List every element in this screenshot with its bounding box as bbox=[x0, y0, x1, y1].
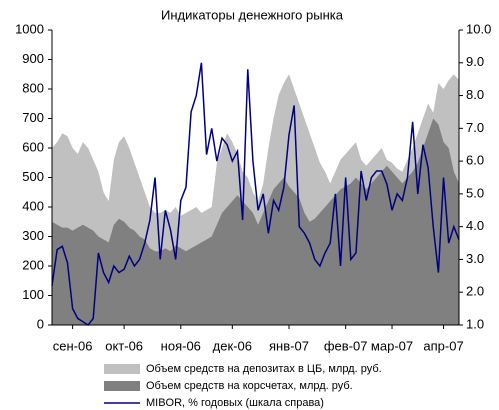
y-tick-label: 700 bbox=[22, 110, 44, 125]
y-tick-label: 300 bbox=[22, 228, 44, 243]
y-tick-label: 1000 bbox=[15, 21, 44, 36]
chart-title: Индикаторы денежного рынка bbox=[161, 7, 344, 22]
y-tick-label: 0 bbox=[37, 316, 44, 331]
y2-tick-label: 4.0 bbox=[466, 218, 484, 233]
x-tick-label: янв-07 bbox=[269, 338, 309, 353]
legend-swatch bbox=[104, 364, 140, 374]
x-tick-label: фев-07 bbox=[324, 338, 368, 353]
y2-tick-label: 1.0 bbox=[466, 316, 484, 331]
legend-label: Объем средств на корсчетах, млрд. руб. bbox=[146, 380, 353, 392]
y2-tick-label: 8.0 bbox=[466, 87, 484, 102]
y2-tick-label: 5.0 bbox=[466, 185, 484, 200]
y-tick-label: 500 bbox=[22, 169, 44, 184]
legend-label: Объем средств на депозитах в ЦБ, млрд. р… bbox=[146, 363, 382, 375]
x-tick-label: сен-06 bbox=[53, 338, 93, 353]
y-tick-label: 800 bbox=[22, 80, 44, 95]
x-tick-label: апр-07 bbox=[423, 338, 463, 353]
y2-tick-label: 3.0 bbox=[466, 251, 484, 266]
y-tick-label: 400 bbox=[22, 198, 44, 213]
y2-tick-label: 7.0 bbox=[466, 120, 484, 135]
x-tick-label: окт-06 bbox=[105, 338, 143, 353]
x-tick-label: мар-07 bbox=[371, 338, 413, 353]
area bbox=[52, 118, 459, 325]
y2-tick-label: 6.0 bbox=[466, 153, 484, 168]
legend-swatch bbox=[104, 381, 140, 391]
x-tick-label: дек-06 bbox=[213, 338, 252, 353]
legend-label: MIBOR, % годовых (шкала справа) bbox=[146, 397, 324, 409]
y-tick-label: 200 bbox=[22, 257, 44, 272]
y-tick-label: 600 bbox=[22, 139, 44, 154]
y-tick-label: 900 bbox=[22, 51, 44, 66]
line bbox=[51, 62, 460, 326]
y2-tick-label: 2.0 bbox=[466, 284, 484, 299]
y2-tick-label: 9.0 bbox=[466, 54, 484, 69]
y-tick-label: 100 bbox=[22, 287, 44, 302]
y2-tick-label: 10.0 bbox=[466, 21, 491, 36]
x-tick-label: ноя-06 bbox=[161, 338, 201, 353]
